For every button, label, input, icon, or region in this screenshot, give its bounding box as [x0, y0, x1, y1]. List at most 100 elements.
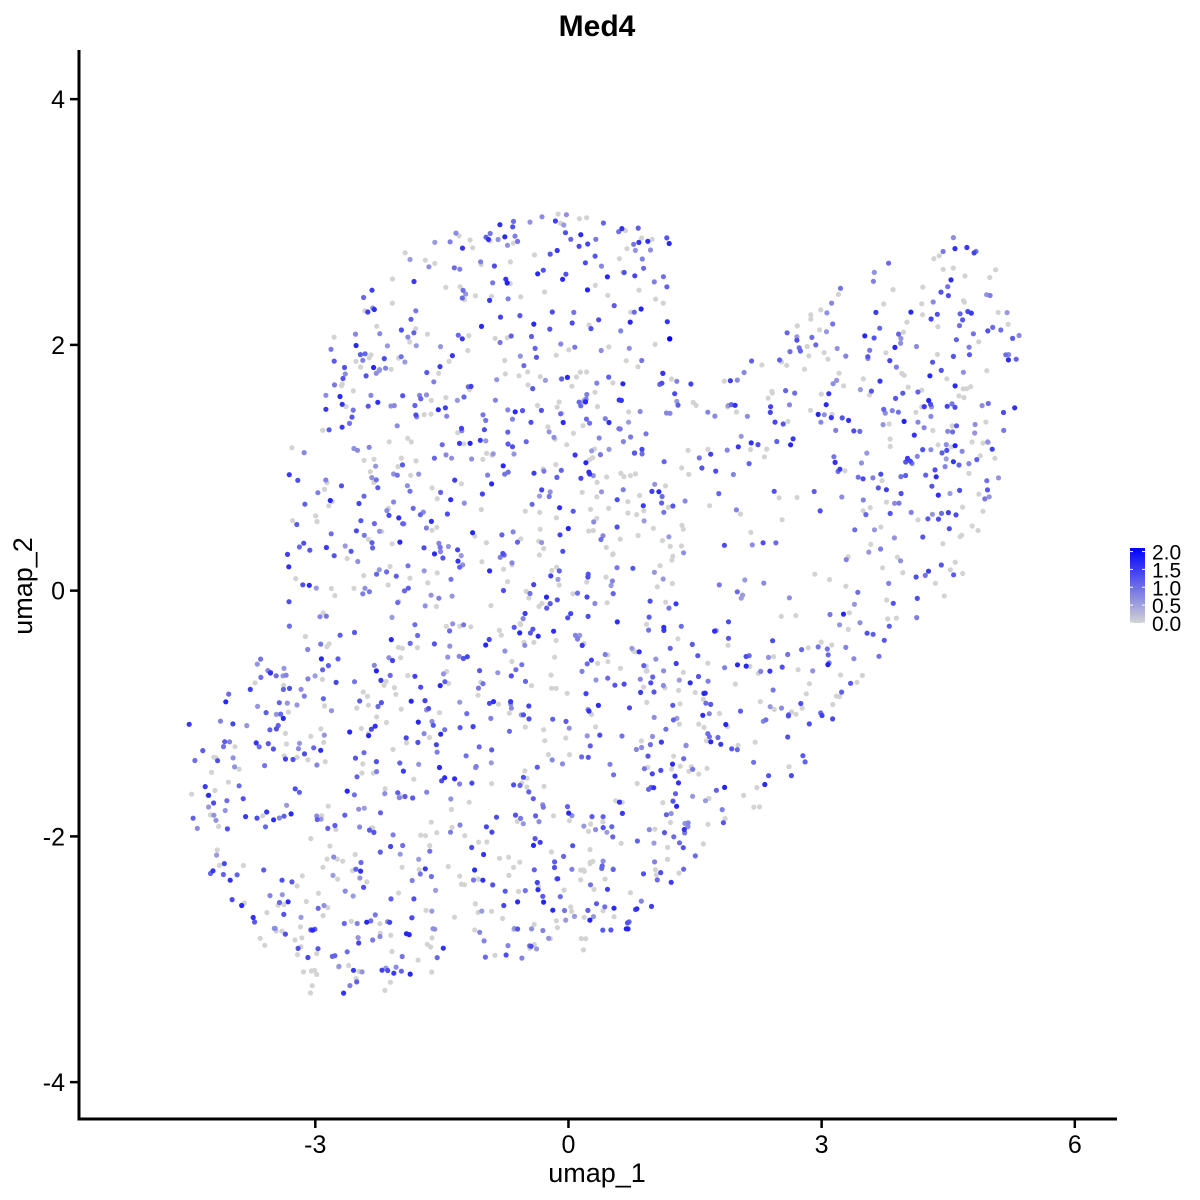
scatter-point — [542, 738, 548, 744]
scatter-point — [580, 423, 586, 429]
scatter-point — [366, 733, 372, 739]
scatter-point — [566, 810, 572, 816]
scatter-point — [364, 919, 370, 925]
scatter-point — [387, 919, 393, 925]
scatter-point — [461, 441, 467, 447]
scatter-point — [330, 872, 336, 879]
scatter-point — [701, 690, 707, 697]
scatter-point — [429, 908, 435, 914]
scatter-point — [862, 333, 868, 339]
scatter-point — [716, 710, 723, 717]
scatter-point — [868, 388, 875, 394]
scatter-point — [578, 475, 584, 481]
scatter-point — [611, 772, 617, 778]
scatter-point — [213, 817, 219, 823]
scatter-point — [929, 483, 935, 489]
scatter-point — [935, 492, 941, 498]
scatter-point — [416, 867, 422, 873]
scatter-point — [206, 792, 212, 798]
scatter-point — [637, 408, 643, 415]
scatter-point — [400, 393, 406, 399]
scatter-point — [482, 954, 488, 960]
scatter-point — [1000, 409, 1007, 416]
scatter-point — [285, 899, 291, 905]
scatter-point — [592, 600, 598, 607]
scatter-point — [966, 470, 972, 476]
scatter-point — [407, 339, 413, 345]
scatter-point — [376, 528, 383, 534]
scatter-point — [261, 867, 267, 873]
scatter-point — [400, 768, 406, 774]
scatter-point — [354, 774, 360, 780]
scatter-point — [998, 327, 1004, 333]
scatter-point — [778, 613, 784, 620]
scatter-point — [886, 623, 892, 629]
scatter-point — [592, 389, 598, 395]
scatter-point — [489, 781, 495, 787]
scatter-point — [724, 447, 730, 453]
scatter-point — [609, 578, 616, 584]
scatter-point — [423, 907, 429, 913]
scatter-point — [484, 839, 490, 845]
scatter-point — [240, 796, 246, 802]
scatter-point — [556, 568, 562, 574]
scatter-point — [644, 699, 650, 706]
scatter-point — [932, 467, 938, 473]
scatter-point — [559, 761, 566, 767]
scatter-point — [700, 696, 706, 702]
scatter-point — [321, 703, 328, 709]
scatter-point — [337, 632, 343, 638]
scatter-point — [606, 344, 612, 350]
scatter-point — [359, 770, 365, 776]
scatter-point — [919, 387, 925, 393]
scatter-point — [554, 474, 560, 480]
scatter-point — [985, 400, 991, 407]
scatter-point — [549, 309, 555, 315]
scatter-point — [774, 438, 780, 445]
scatter-point — [651, 689, 657, 695]
scatter-point — [699, 465, 705, 471]
scatter-point — [321, 486, 328, 492]
scatter-point — [366, 827, 373, 833]
scatter-point — [716, 582, 722, 588]
scatter-point — [600, 858, 606, 864]
scatter-point — [506, 710, 512, 716]
scatter-point — [591, 886, 597, 892]
scatter-point — [639, 744, 645, 751]
scatter-point — [584, 369, 590, 375]
scatter-point — [320, 667, 326, 673]
scatter-point — [490, 280, 496, 286]
scatter-point — [506, 854, 512, 860]
scatter-point — [361, 294, 367, 301]
scatter-point — [396, 795, 402, 801]
scatter-point — [928, 401, 934, 407]
scatter-point — [600, 220, 607, 226]
scatter-point — [361, 805, 367, 811]
scatter-point — [518, 536, 524, 542]
scatter-point — [526, 789, 532, 795]
scatter-point — [361, 532, 367, 538]
scatter-point — [373, 759, 379, 765]
scatter-point — [946, 526, 952, 532]
scatter-point — [668, 879, 674, 885]
scatter-point — [294, 952, 301, 958]
scatter-point — [463, 753, 469, 759]
scatter-point — [851, 601, 858, 607]
scatter-point — [585, 754, 591, 760]
scatter-point — [901, 418, 907, 424]
scatter-point — [675, 636, 681, 642]
scatter-point — [723, 721, 729, 728]
scatter-point — [476, 839, 482, 845]
scatter-point — [627, 319, 633, 325]
scatter-point — [771, 654, 777, 660]
scatter-point — [436, 710, 443, 716]
scatter-point — [376, 567, 382, 573]
scatter-point — [522, 508, 528, 514]
scatter-point — [361, 457, 367, 463]
scatter-point — [279, 877, 285, 883]
scatter-point — [554, 247, 560, 254]
scatter-point — [305, 676, 311, 682]
scatter-point — [370, 937, 376, 943]
scatter-point — [404, 740, 410, 746]
scatter-point — [457, 564, 463, 570]
